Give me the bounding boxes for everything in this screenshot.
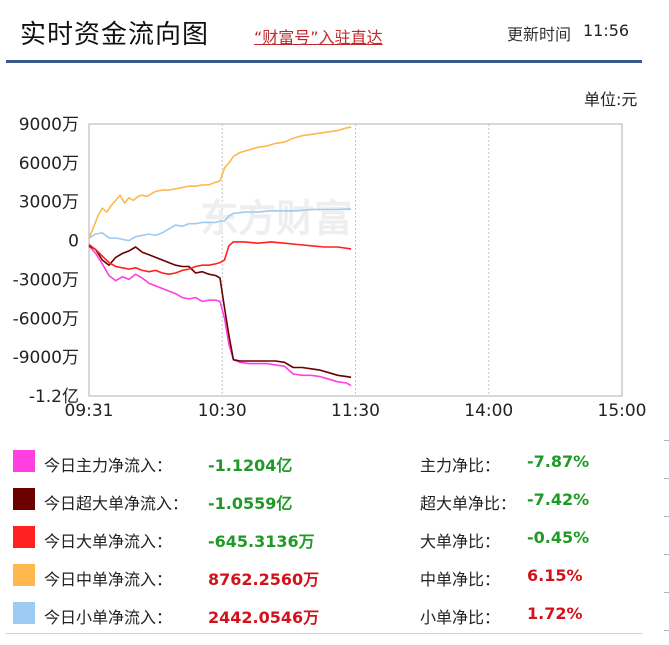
legend-value-medium: 8762.2560万: [208, 570, 320, 589]
ratio-label-small: 小单净比：: [420, 608, 501, 627]
x-tick-label: 14:00: [464, 401, 513, 421]
y-tick-label: 3000万: [19, 193, 79, 213]
ratio-label-medium: 中单净比：: [420, 570, 501, 589]
legend-label-medium: 今日中单净流入：: [44, 570, 173, 589]
series-line-2: [88, 241, 352, 275]
y-tick-label: 9000万: [19, 115, 79, 135]
ratio-label-main: 主力净比：: [420, 456, 501, 475]
legend-label-super-large: 今日超大单净流入：: [44, 494, 189, 513]
legend-row-large: 今日大单净流入： -645.3136万 大单净比： -0.45%: [0, 520, 669, 554]
watermark: 东方财富: [200, 197, 352, 241]
ratio-label-large: 大单净比：: [420, 532, 501, 551]
fortune-account-link[interactable]: “财富号”入驻直达: [254, 28, 383, 47]
series-line-1: [88, 245, 352, 379]
bottom-divider: [6, 633, 642, 634]
x-tick-label: 10:30: [198, 401, 247, 421]
legend-row-main: 今日主力净流入： -1.1204亿 主力净比： -7.87%: [0, 444, 669, 478]
ratio-value-large: -0.45%: [527, 528, 590, 547]
legend-row-medium: 今日中单净流入： 8762.2560万 中单净比： 6.15%: [0, 558, 669, 592]
update-time-label: 更新时间: [507, 25, 572, 44]
fund-flow-chart: 东方财富 9000万 6000万 3000万 0 -3000万 -6000万 -9000万 -1…: [13, 115, 647, 421]
legend-swatch-main: [13, 450, 35, 472]
side-tick: [664, 440, 669, 441]
y-tick-label: -6000万: [13, 309, 79, 329]
y-tick-label: -9000万: [13, 348, 79, 368]
y-tick-label: 6000万: [19, 154, 79, 174]
legend-label-small: 今日小单净流入：: [44, 608, 173, 627]
side-tick: [664, 516, 669, 517]
side-tick: [664, 478, 669, 479]
x-tick-label: 11:30: [331, 401, 380, 421]
series-line-4: [88, 208, 352, 242]
legend-row-super-large: 今日超大单净流入： -1.0559亿 超大单净比： -7.42%: [0, 482, 669, 516]
legend-label-large: 今日大单净流入：: [44, 532, 173, 551]
legend-swatch-small: [13, 602, 35, 624]
side-tick: [664, 554, 669, 555]
ratio-value-medium: 6.15%: [527, 566, 583, 585]
legend-swatch-large: [13, 526, 35, 548]
series-line-3: [88, 126, 352, 239]
legend-value-super-large: -1.0559亿: [208, 494, 293, 513]
legend-value-small: 2442.0546万: [208, 608, 320, 627]
header-divider: [6, 60, 642, 63]
y-tick-label: 0: [68, 232, 79, 252]
update-time-value: 11:56: [583, 21, 630, 40]
legend-value-large: -645.3136万: [208, 532, 315, 551]
legend-swatch-medium: [13, 564, 35, 586]
x-tick-label: 09:31: [65, 401, 114, 421]
legend-row-small: 今日小单净流入： 2442.0546万 小单净比： 1.72%: [0, 596, 669, 630]
ratio-value-super-large: -7.42%: [527, 490, 590, 509]
y-tick-label: -1.2亿: [29, 387, 79, 407]
y-tick-label: -3000万: [13, 270, 79, 290]
side-tick: [664, 630, 669, 631]
ratio-value-main: -7.87%: [527, 452, 590, 471]
page-title: 实时资金流向图: [20, 20, 210, 50]
legend-value-main: -1.1204亿: [208, 456, 293, 475]
series-line-0: [88, 245, 352, 387]
header: 实时资金流向图 “财富号”入驻直达 更新时间 11:56: [0, 0, 669, 62]
side-tick: [664, 592, 669, 593]
ratio-label-super-large: 超大单净比：: [420, 494, 517, 513]
x-tick-label: 15:00: [598, 401, 647, 421]
legend-label-main: 今日主力净流入：: [44, 456, 173, 475]
legend-swatch-super-large: [13, 488, 35, 510]
ratio-value-small: 1.72%: [527, 604, 583, 623]
unit-label: 单位:元: [584, 90, 638, 109]
